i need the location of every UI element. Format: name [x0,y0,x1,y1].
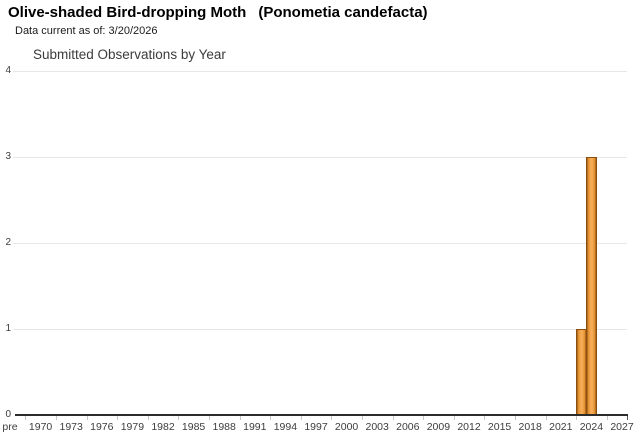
page-title: Olive-shaded Bird-dropping Moth (Ponometi… [8,4,428,21]
x-tick-label: 1991 [243,421,267,433]
x-axis-tick [178,416,180,420]
x-axis-tick [606,416,608,420]
x-tick-label: 1997 [304,421,328,433]
x-tick-label: 1988 [212,421,236,433]
x-tick-label: 2006 [396,421,420,433]
x-tick-label: 2012 [457,421,481,433]
x-tick-label: 1970 [28,421,53,433]
x-axis-tick [270,416,272,420]
x-tick-label: 1979 [120,421,145,433]
data-current-label: Data current as of: 3/20/2026 [15,25,158,37]
x-tick-label: 2009 [426,421,451,433]
x-axis-tick [423,416,425,420]
x-axis-tick [392,416,394,420]
x-tick-label: 1982 [151,421,175,433]
x-tick-label: 2027 [610,421,634,433]
gridline [13,328,627,330]
x-axis-tick [147,416,149,420]
x-axis-tick [361,416,363,420]
x-axis-end-tick [627,416,628,420]
x-tick-label: 1985 [181,421,206,433]
x-axis-tick [576,416,578,420]
x-axis-tick [331,416,333,420]
species-scientific-name: (Ponometia candefacta) [258,4,428,21]
gridline [13,70,627,72]
y-tick-label: 0 [5,409,11,420]
x-axis-line [15,414,628,416]
y-tick-label: 4 [5,65,11,76]
species-common-name: Olive-shaded Bird-dropping Moth [8,4,247,21]
x-axis-tick [25,416,27,420]
x-axis-tick [239,416,241,420]
x-tick-label: 2003 [365,421,389,433]
x-axis-tick [55,416,57,420]
x-axis-tick [514,416,516,420]
x-tick-label: 2018 [518,421,542,433]
y-tick-label: 1 [5,323,11,334]
x-tick-label: 2015 [487,421,512,433]
x-tick-label: pre [2,421,18,433]
bar-2024[interactable] [585,157,597,415]
x-tick-label: 2024 [579,421,604,433]
x-axis-tick [545,416,547,420]
y-tick-label: 3 [5,151,11,162]
x-tick-label: 2021 [549,421,573,433]
x-tick-label: 1973 [59,421,83,433]
x-axis-tick [300,416,302,420]
x-tick-label: 2000 [334,421,359,433]
x-axis-tick [208,416,210,420]
x-tick-label: 1994 [273,421,298,433]
gridline [13,242,627,244]
x-axis-tick [453,416,455,420]
chart-title: Submitted Observations by Year [33,47,226,62]
x-axis-tick [484,416,486,420]
y-tick-label: 2 [5,237,11,248]
gridline [13,156,627,158]
x-tick-label: 1976 [90,421,114,433]
x-axis-tick [86,416,88,420]
x-axis-tick [117,416,119,420]
